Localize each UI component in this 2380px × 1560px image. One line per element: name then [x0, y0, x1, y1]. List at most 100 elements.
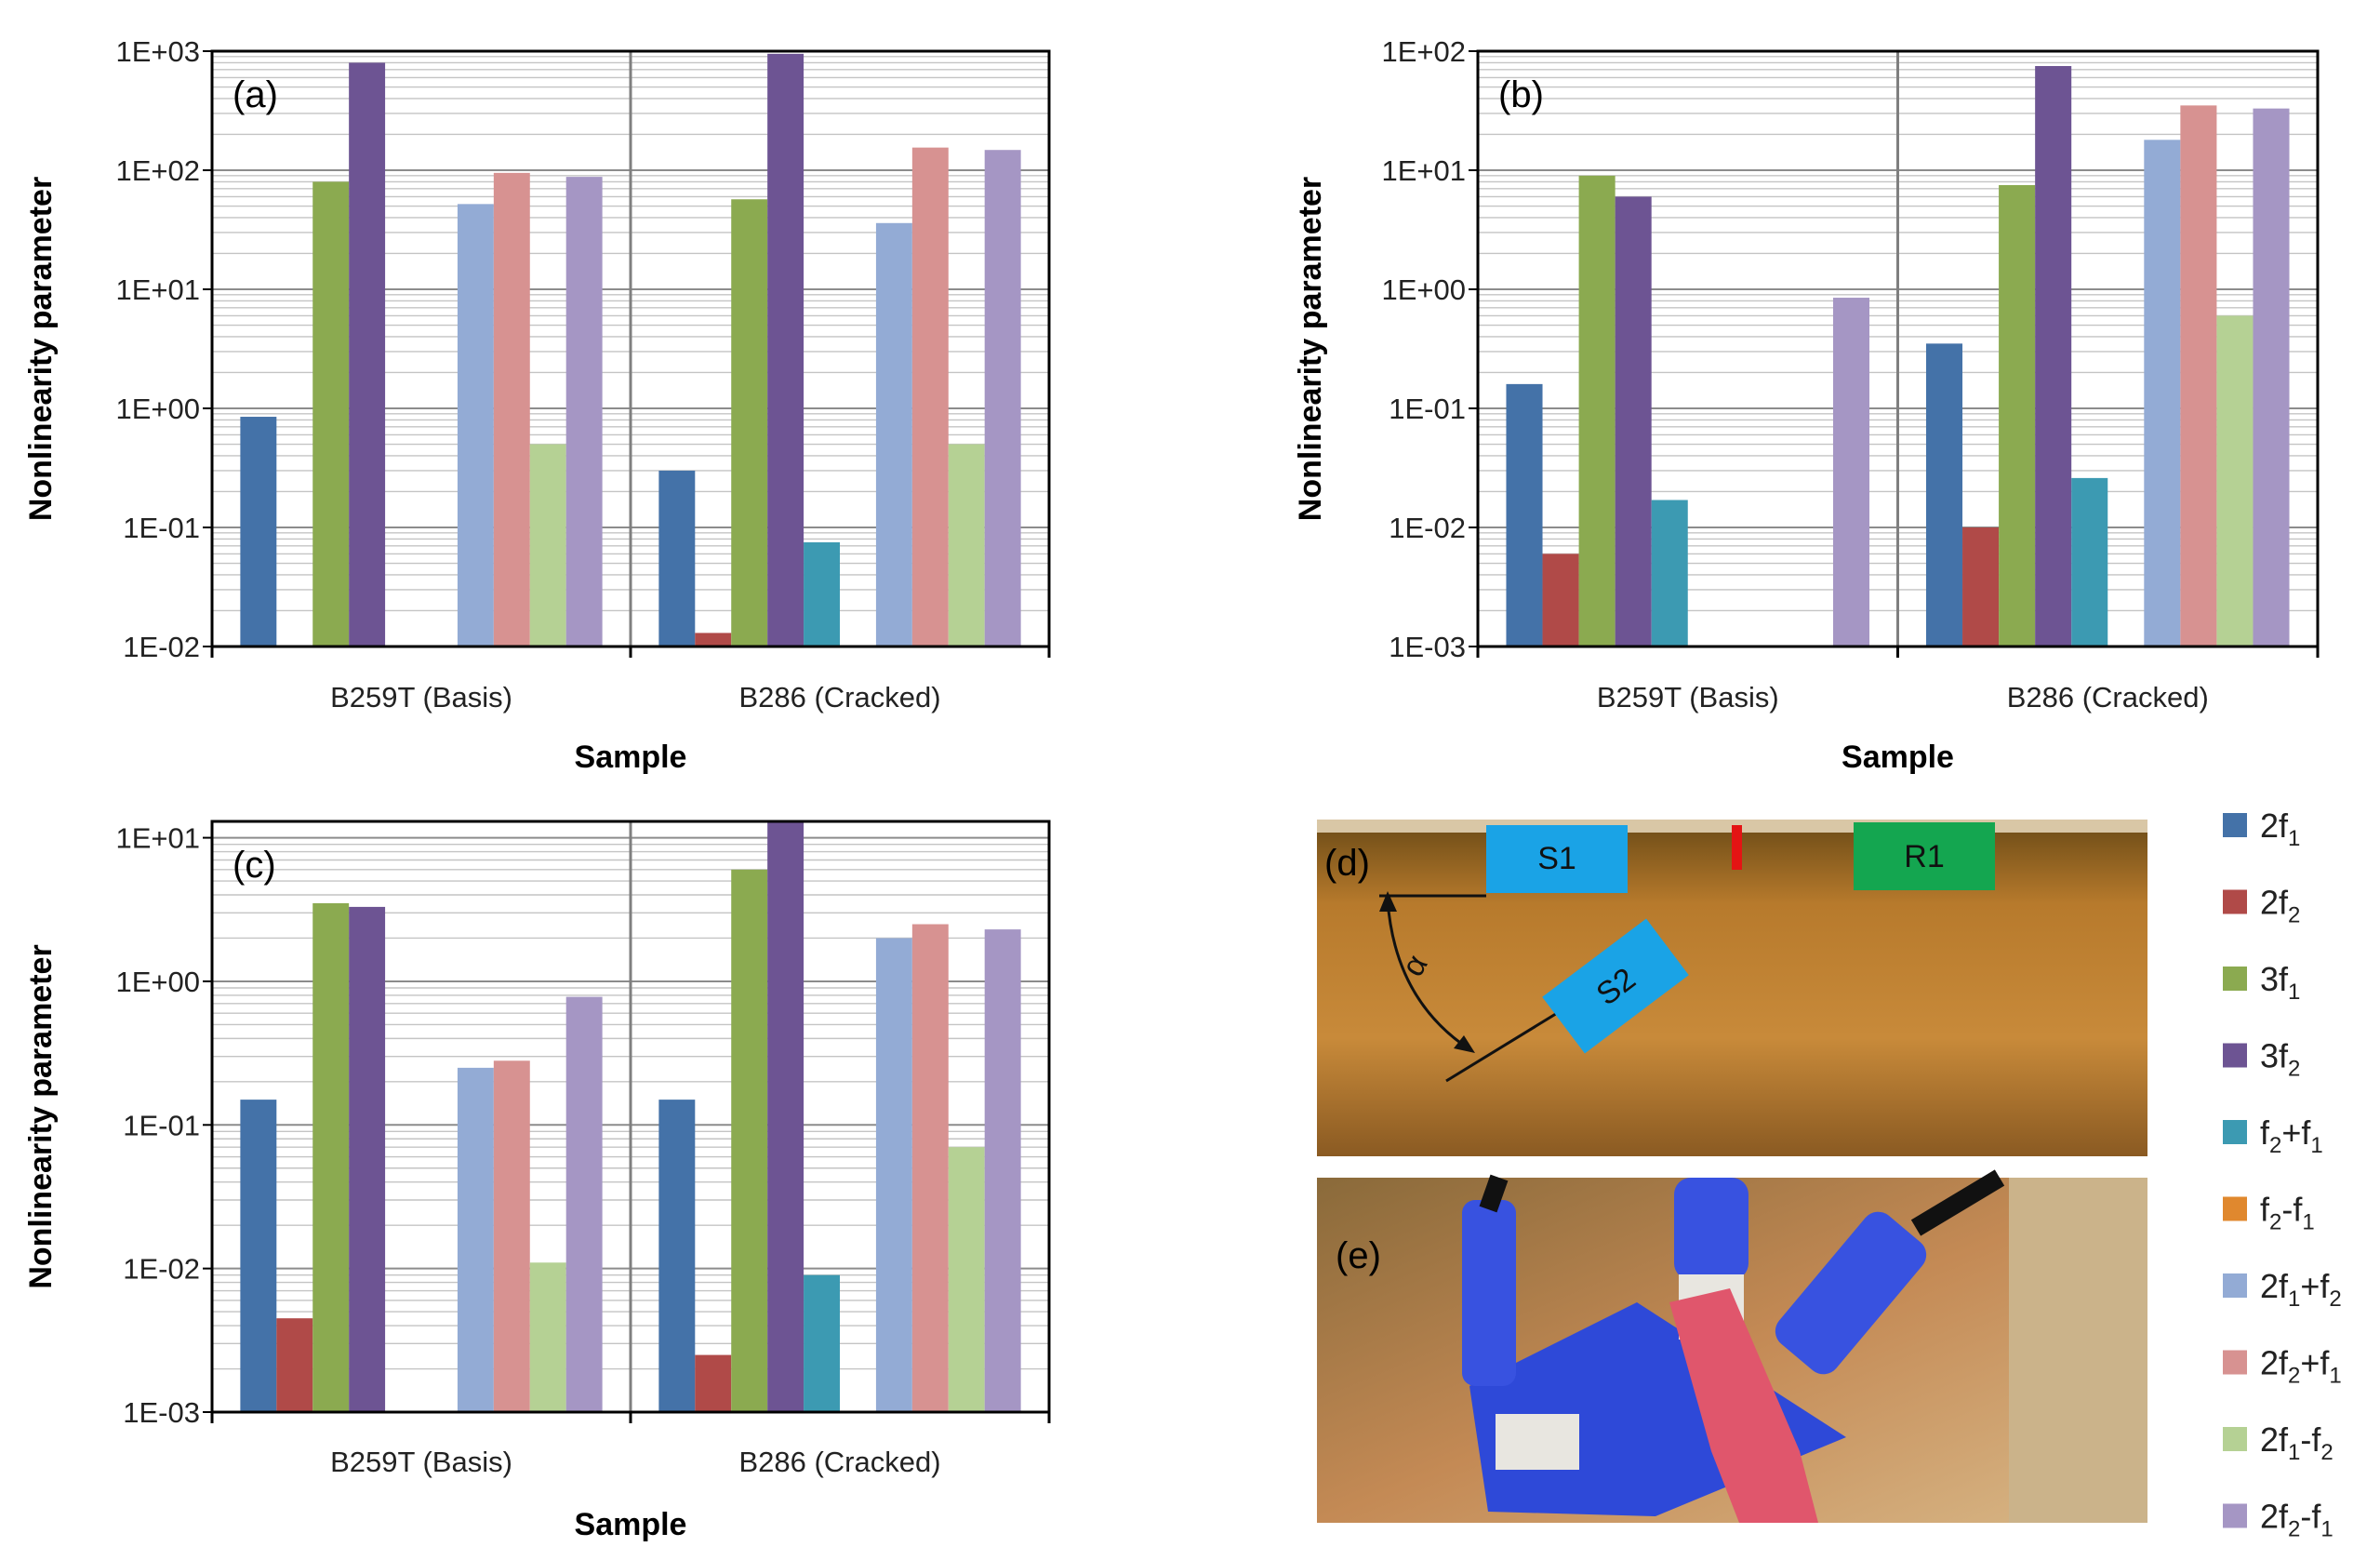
bar-3f2-2	[767, 53, 804, 647]
bar-2f1-2	[658, 1100, 696, 1412]
bar-2f1-1	[240, 1100, 277, 1412]
x-category-label: B286 (Cracked)	[2007, 681, 2209, 713]
x-category-label: B259T (Basis)	[330, 681, 512, 713]
y-tick-label: 1E-01	[123, 1109, 200, 1141]
bar-3f1-1	[312, 181, 350, 647]
bar-2f2-f1-2	[2253, 108, 2290, 647]
y-tick-label: 1E+00	[115, 966, 200, 998]
bar-3f2-2	[2035, 65, 2072, 647]
bar-3f2-1	[349, 62, 386, 647]
bar-3f2-2	[767, 821, 804, 1412]
bar-2f2-f1-2	[984, 150, 1021, 647]
legend-label-2f1: 2f1	[2260, 807, 2300, 851]
y-tick-label: 1E+00	[115, 393, 200, 425]
panel-label: (c)	[233, 845, 276, 886]
chart-b: 1E-03 1E-02 1E-01 1E+00 1E+01 1E+02 B259T (Bas…	[1293, 35, 2320, 775]
y-tick-label: 1E-02	[1389, 512, 1466, 544]
panel-label: (a)	[233, 74, 278, 115]
photo-d-background	[1317, 820, 2147, 1156]
angle-arc	[1386, 900, 1470, 1051]
bar-2f1-1	[1506, 383, 1543, 647]
y-tick-label: 1E-01	[123, 512, 200, 544]
legend-label-3f2: 3f2	[2260, 1037, 2300, 1082]
bar-2f1-f2-1	[529, 1262, 566, 1412]
bar-2f1-f2-2	[948, 444, 985, 647]
bar-2f1+f2-2	[875, 222, 912, 647]
y-tick-label: 1E+01	[115, 822, 200, 855]
plot-frame	[210, 49, 1051, 648]
probe-left-cable	[1479, 1174, 1509, 1213]
bar-f2+f1-2	[2071, 477, 2108, 647]
bar-2f2+f1-2	[911, 924, 949, 1412]
bar-2f2-f1-2	[984, 929, 1021, 1412]
clamp	[1669, 1288, 1818, 1523]
angle-arrow-top	[1379, 891, 1397, 912]
photo-e-fixture-right	[2009, 1178, 2147, 1523]
bar-2f2-2	[695, 633, 732, 647]
legend-label-2f2-f1: 2f2-f1	[2260, 1498, 2333, 1542]
bar-3f1-2	[731, 199, 768, 647]
bar-2f1-f2-2	[948, 1147, 985, 1412]
y-tick-label: 1E+02	[1381, 35, 1466, 68]
y-tick-label: 1E-03	[123, 1396, 200, 1429]
bar-3f2-1	[349, 906, 386, 1412]
y-tick-label: 1E+03	[115, 35, 200, 68]
y-tick-label: 1E+02	[115, 154, 200, 187]
x-category-label: B286 (Cracked)	[738, 681, 940, 713]
bar-2f2+f1-1	[493, 1060, 530, 1412]
photo-d: S1 R1 S2 α (d)	[1317, 820, 2147, 1156]
legend-swatch-2f2+f1	[2223, 1350, 2247, 1375]
x-axis-title: Sample	[1842, 740, 1954, 775]
bar-f2+f1-1	[1651, 500, 1688, 647]
photo-e: (e)	[1317, 1169, 2147, 1523]
x-axis-title: Sample	[575, 740, 687, 775]
receiver-r1-label: R1	[1904, 839, 1944, 874]
sensor-s2: S2	[1542, 918, 1689, 1054]
bar-2f2+f1-2	[2180, 105, 2217, 647]
chart-c: 1E-03 1E-02 1E-01 1E+00 1E+01 B259T (Basis) B2…	[23, 820, 1051, 1542]
bar-3f2-1	[1615, 196, 1652, 647]
bar-2f1-f2-2	[2216, 315, 2254, 647]
legend-swatch-2f1-f2	[2223, 1427, 2247, 1451]
panel-label-d: (d)	[1324, 843, 1370, 884]
y-axis-title: Nonlinearity parameter	[1293, 177, 1328, 521]
legend: 2f1 2f2 3f1 3f2 f2+f1 f2-f1 2f1+f2 2f2+f1 2f1-f2…	[2223, 807, 2342, 1542]
bar-3f1-2	[1999, 184, 2036, 647]
probe-right	[1775, 1211, 1927, 1375]
crack-marker	[1732, 825, 1742, 870]
bar-f2+f1-2	[804, 541, 840, 647]
legend-label-2f1+f2: 2f1+f2	[2260, 1267, 2342, 1312]
legend-label-2f1-f2: 2f1-f2	[2260, 1420, 2333, 1465]
bar-3f1-2	[731, 869, 768, 1412]
bar-2f2+f1-1	[493, 172, 530, 647]
plot-frame	[1476, 49, 2320, 648]
bar-2f2-2	[1962, 527, 2000, 647]
bar-3f1-1	[312, 902, 350, 1412]
legend-swatch-2f1	[2223, 813, 2247, 837]
bar-2f1+f2-2	[2144, 140, 2181, 647]
x-axis-title: Sample	[575, 1507, 687, 1542]
sensor-s1-label: S1	[1537, 841, 1576, 876]
legend-swatch-f2+f1	[2223, 1120, 2247, 1144]
x-category-label: B286 (Cracked)	[738, 1446, 940, 1478]
y-tick-label: 1E+01	[115, 273, 200, 306]
y-tick-label: 1E-01	[1389, 393, 1466, 425]
bar-2f1+f2-2	[875, 938, 912, 1412]
bar-2f1-2	[1925, 343, 1963, 647]
y-tick-label: 1E-03	[1389, 631, 1466, 663]
legend-swatch-3f1	[2223, 967, 2247, 991]
bar-2f2-f1-1	[565, 996, 603, 1412]
legend-swatch-2f2-f1	[2223, 1503, 2247, 1528]
plot-frame	[210, 820, 1051, 1414]
y-axis-title: Nonlinearity parameter	[23, 944, 59, 1288]
bar-2f2-1	[276, 1318, 313, 1412]
sensor-s1	[1486, 825, 1628, 893]
angle-arrow-bottom	[1454, 1035, 1475, 1053]
bar-2f1+f2-1	[457, 204, 494, 647]
panel-label-e: (e)	[1336, 1235, 1381, 1276]
panel-label: (b)	[1498, 74, 1544, 115]
bar-2f2+f1-2	[911, 147, 949, 647]
probe-right-cable	[1910, 1169, 2005, 1236]
bar-2f2-f1-1	[1832, 298, 1870, 647]
